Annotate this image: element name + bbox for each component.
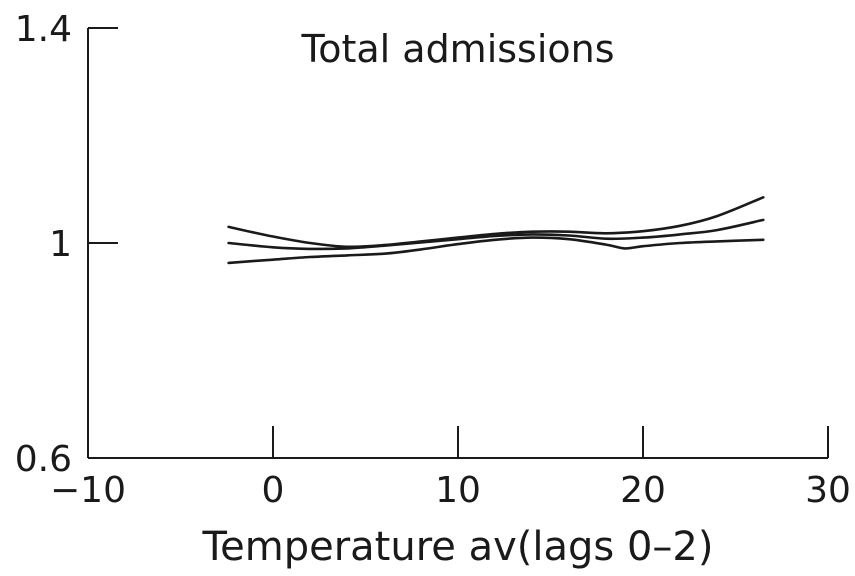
y-tick-label: 0.6 <box>15 439 72 480</box>
x-tick-label: 0 <box>262 470 285 511</box>
x-tick-label: −10 <box>50 470 126 511</box>
y-tick-label: 1 <box>49 224 72 265</box>
x-tick-label: 20 <box>620 470 666 511</box>
x-tick-label: 10 <box>435 470 481 511</box>
series-lines <box>227 196 765 265</box>
x-tick-label: 30 <box>805 470 851 511</box>
chart-title: Total admissions <box>300 27 614 71</box>
series-line-1 <box>227 196 765 249</box>
series-line-2 <box>227 218 765 251</box>
x-axis-title: Temperature av(lags 0–2) <box>202 524 714 570</box>
y-tick-label: 1.4 <box>15 9 72 50</box>
series-line-3 <box>227 236 765 265</box>
tick-labels: −10 0 10 20 30 0.6 1 1.4 <box>15 9 851 511</box>
tick-marks <box>87 27 829 459</box>
